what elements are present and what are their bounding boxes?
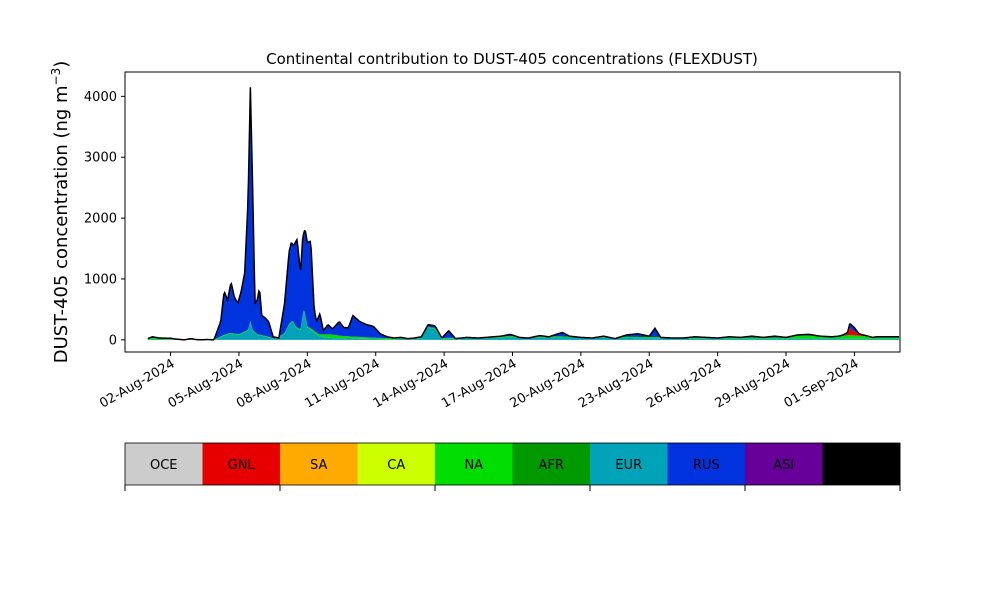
- legend-label: RUS: [693, 458, 720, 473]
- x-tick-label: 08-Aug-2024: [234, 356, 314, 411]
- legend-swatch-rus: [667, 443, 746, 485]
- y-tick-label: 0: [109, 333, 117, 348]
- x-tick-label: 11-Aug-2024: [302, 356, 382, 411]
- area-series-eur: [147, 311, 900, 340]
- y-tick-label: 1000: [84, 272, 117, 287]
- y-axis-label: DUST-405 concentration (ng m−3): [49, 61, 72, 364]
- x-tick-label: 29-Aug-2024: [713, 356, 793, 411]
- legend-label: ASI: [773, 458, 794, 473]
- legend-label: CA: [387, 458, 405, 473]
- x-axis-ticks: 02-Aug-202405-Aug-202408-Aug-202411-Aug-…: [97, 352, 861, 412]
- legend-colorbar: OCE GNL SA CA NA AFR EUR RUS ASI AUS: [124, 442, 901, 491]
- legend-label: SA: [310, 458, 327, 473]
- legend-frame: [124, 442, 901, 486]
- x-tick-label: 05-Aug-2024: [166, 356, 246, 411]
- legend-label: GNL: [228, 458, 256, 473]
- legend-label: AFR: [539, 458, 564, 473]
- area-series-layer: [147, 87, 900, 341]
- y-tick-label: 3000: [84, 151, 117, 166]
- legend-swatch-ca: [357, 443, 436, 485]
- total-concentration-line: [147, 87, 900, 341]
- legend-label: OCE: [150, 458, 178, 473]
- legend-label: AUS: [848, 458, 875, 473]
- x-tick-label: 01-Sep-2024: [782, 356, 862, 411]
- legend-swatch-na: [435, 443, 513, 485]
- x-tick-label: 17-Aug-2024: [439, 356, 519, 411]
- legend-label: NA: [464, 458, 483, 473]
- legend-swatch-eur: [590, 443, 668, 485]
- x-tick-label: 14-Aug-2024: [371, 356, 451, 411]
- x-tick-label: 26-Aug-2024: [644, 356, 724, 411]
- plot-area: [124, 71, 901, 353]
- legend-swatch-gnl: [202, 443, 281, 485]
- y-tick-label: 4000: [84, 90, 117, 105]
- y-tick-label: 2000: [84, 212, 117, 227]
- y-axis-ticks: 0 1000 2000 3000 4000: [84, 90, 125, 348]
- x-tick-label: 23-Aug-2024: [576, 356, 656, 411]
- x-tick-label: 20-Aug-2024: [508, 356, 588, 411]
- legend-swatch-oce: [125, 443, 203, 485]
- legend-swatch-afr: [512, 443, 591, 485]
- x-tick-label: 02-Aug-2024: [97, 356, 177, 411]
- legend-label: EUR: [615, 458, 642, 473]
- chart-title: Continental contribution to DUST-405 con…: [266, 50, 758, 68]
- legend-swatch-aus: [822, 443, 901, 485]
- legend-swatch-sa: [280, 443, 358, 485]
- legend-swatch-asi: [745, 443, 823, 485]
- area-series-rus: [147, 87, 900, 340]
